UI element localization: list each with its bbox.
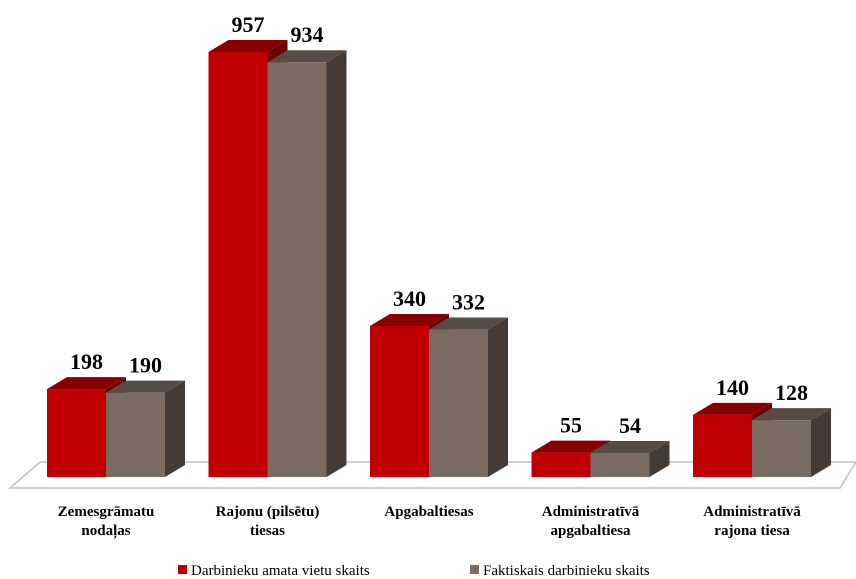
bar-top (590, 441, 670, 454)
value-label: 140 (716, 375, 749, 400)
value-label: 55 (560, 413, 582, 438)
x-tick-label-line: Administratīvā (703, 504, 801, 520)
legend-swatch (178, 565, 187, 574)
x-tick-label-line: apgabaltiesa (550, 523, 631, 539)
x-tick-label: Zemesgrāmatu nodaļas (58, 504, 155, 539)
bar-top (47, 377, 126, 390)
value-label: 332 (452, 290, 485, 315)
bar-top (693, 402, 772, 415)
bar-top (531, 440, 611, 453)
bar (370, 326, 429, 477)
x-tick-label: Administratīvā rajona tiesa (703, 504, 801, 539)
value-label: 340 (393, 286, 426, 311)
bar (106, 392, 165, 477)
x-tick-label-line: Rajonu (pilsētu) (216, 504, 320, 520)
x-tick-label: Administratīvā apgabaltiesa (542, 504, 640, 539)
x-tick-label-line: Zemesgrāmatu (58, 504, 155, 520)
bar (267, 62, 327, 478)
bar-side (165, 380, 185, 477)
bar-side (811, 408, 831, 477)
bar (752, 420, 811, 477)
bar-top (208, 40, 288, 52)
x-tick-label-line: Apgabaltiesas (384, 504, 473, 520)
bar-top (752, 408, 831, 421)
bar-top (429, 317, 508, 330)
x-tick-label-line: rajona tiesa (714, 523, 790, 539)
bar-side (488, 317, 508, 477)
bar-top (370, 314, 449, 327)
bar-side (326, 50, 347, 478)
bar (693, 414, 752, 477)
value-label: 957 (232, 12, 265, 37)
x-tick-label-line: tiesas (250, 523, 285, 539)
legend-label: Faktiskais darbinieku skaits (483, 563, 650, 579)
x-tick-label: Rajonu (pilsētu) tiesas (216, 504, 320, 539)
bar-top (106, 380, 185, 393)
bar (208, 52, 268, 477)
x-tick-label: Apgabaltiesas (384, 504, 473, 520)
value-label: 128 (775, 380, 808, 405)
value-label: 190 (129, 353, 162, 378)
x-tick-label-line: Administratīvā (542, 504, 640, 520)
value-label: 198 (70, 349, 103, 374)
bar (531, 452, 591, 477)
bar (590, 453, 650, 477)
bar-side (649, 441, 670, 477)
legend-swatch (470, 565, 479, 574)
bar-top (267, 50, 347, 63)
legend-label: Darbinieku amata vietu skaits (191, 563, 370, 579)
value-label: 934 (291, 22, 324, 47)
bar (47, 389, 106, 477)
bar (429, 329, 488, 477)
value-label: 54 (619, 413, 641, 438)
x-tick-label-line: nodaļas (81, 523, 130, 539)
